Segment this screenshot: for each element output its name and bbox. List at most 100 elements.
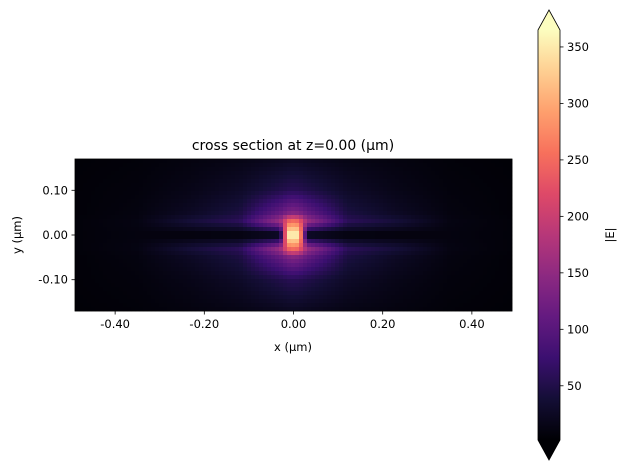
heatmap-cell xyxy=(75,163,80,168)
heatmap-cell xyxy=(335,307,340,312)
heatmap-cell xyxy=(495,179,500,184)
heatmap-cell xyxy=(415,171,420,176)
heatmap-cell xyxy=(159,159,164,164)
heatmap-cell xyxy=(403,211,408,216)
heatmap-cell xyxy=(427,159,432,164)
heatmap-cell xyxy=(415,215,420,220)
heatmap-cell xyxy=(239,247,244,252)
heatmap-cell xyxy=(355,279,360,284)
heatmap-cell xyxy=(451,295,456,300)
heatmap-cell xyxy=(187,291,192,296)
heatmap-cell xyxy=(95,235,100,240)
heatmap-cell xyxy=(103,251,108,256)
heatmap-cell xyxy=(287,287,292,292)
heatmap-cell xyxy=(151,247,156,252)
heatmap-cell xyxy=(163,215,168,220)
heatmap-cell xyxy=(507,227,512,232)
heatmap-cell xyxy=(319,263,324,268)
heatmap-cell xyxy=(159,175,164,180)
heatmap-cell xyxy=(135,215,140,220)
heatmap-cell xyxy=(299,259,304,264)
heatmap-cell xyxy=(439,203,444,208)
heatmap-cell xyxy=(475,287,480,292)
heatmap-cell xyxy=(435,219,440,224)
heatmap-cell xyxy=(479,223,484,228)
heatmap-cell xyxy=(423,235,428,240)
heatmap-cell xyxy=(455,235,460,240)
heatmap-cell xyxy=(247,231,252,236)
heatmap-cell xyxy=(399,251,404,256)
heatmap-cell xyxy=(131,235,136,240)
heatmap-cell xyxy=(215,215,220,220)
heatmap-cell xyxy=(507,223,512,228)
heatmap-cell xyxy=(195,271,200,276)
heatmap-cell xyxy=(435,295,440,300)
heatmap-cell xyxy=(491,167,496,172)
heatmap-cell xyxy=(167,291,172,296)
heatmap-cell xyxy=(347,259,352,264)
heatmap-cell xyxy=(199,279,204,284)
heatmap-cell xyxy=(499,195,504,200)
heatmap-cell xyxy=(455,251,460,256)
heatmap-cell xyxy=(107,179,112,184)
heatmap-cell xyxy=(259,187,264,192)
heatmap-cell xyxy=(343,279,348,284)
heatmap-cell xyxy=(503,291,508,296)
heatmap-cell xyxy=(135,183,140,188)
heatmap-cell xyxy=(291,303,296,308)
heatmap-cell xyxy=(427,207,432,212)
heatmap-cell xyxy=(127,191,132,196)
heatmap-cell xyxy=(267,267,272,272)
heatmap-cell xyxy=(167,259,172,264)
heatmap-cell xyxy=(267,187,272,192)
heatmap-cell xyxy=(351,199,356,204)
heatmap-cell xyxy=(399,183,404,188)
heatmap-cell xyxy=(315,211,320,216)
heatmap-cell xyxy=(507,211,512,216)
heatmap-cell xyxy=(311,195,316,200)
heatmap-cell xyxy=(347,287,352,292)
heatmap-cell xyxy=(135,223,140,228)
heatmap-cell xyxy=(179,163,184,168)
heatmap-cell xyxy=(199,167,204,172)
heatmap-cell xyxy=(455,187,460,192)
heatmap-cell xyxy=(267,223,272,228)
heatmap-cell xyxy=(371,299,376,304)
heatmap-cell xyxy=(435,271,440,276)
heatmap-cell xyxy=(159,203,164,208)
heatmap-cell xyxy=(471,287,476,292)
heatmap-cell xyxy=(107,175,112,180)
heatmap-cell xyxy=(211,163,216,168)
heatmap-cell xyxy=(455,295,460,300)
heatmap-cell xyxy=(171,203,176,208)
heatmap-cell xyxy=(75,179,80,184)
heatmap-cell xyxy=(123,223,128,228)
heatmap-cell xyxy=(143,263,148,268)
heatmap-cell xyxy=(339,287,344,292)
heatmap-cell xyxy=(159,207,164,212)
heatmap-cell xyxy=(411,219,416,224)
heatmap-cell xyxy=(355,215,360,220)
heatmap-cell xyxy=(451,299,456,304)
heatmap-cell xyxy=(303,223,308,228)
heatmap-cell xyxy=(347,211,352,216)
heatmap-cell xyxy=(135,195,140,200)
heatmap-cell xyxy=(339,167,344,172)
heatmap-cell xyxy=(319,307,324,312)
heatmap-cell xyxy=(427,219,432,224)
heatmap-cell xyxy=(139,279,144,284)
heatmap-cell xyxy=(131,187,136,192)
heatmap-cell xyxy=(87,235,92,240)
heatmap-cell xyxy=(459,199,464,204)
heatmap-cell xyxy=(383,163,388,168)
heatmap-cell xyxy=(215,303,220,308)
heatmap-cell xyxy=(219,227,224,232)
heatmap-cell xyxy=(203,219,208,224)
heatmap-cell xyxy=(99,203,104,208)
heatmap-cell xyxy=(235,191,240,196)
heatmap-cell xyxy=(303,167,308,172)
heatmap-cell xyxy=(159,239,164,244)
heatmap-cell xyxy=(143,183,148,188)
heatmap-cell xyxy=(151,167,156,172)
heatmap-cell xyxy=(363,231,368,236)
